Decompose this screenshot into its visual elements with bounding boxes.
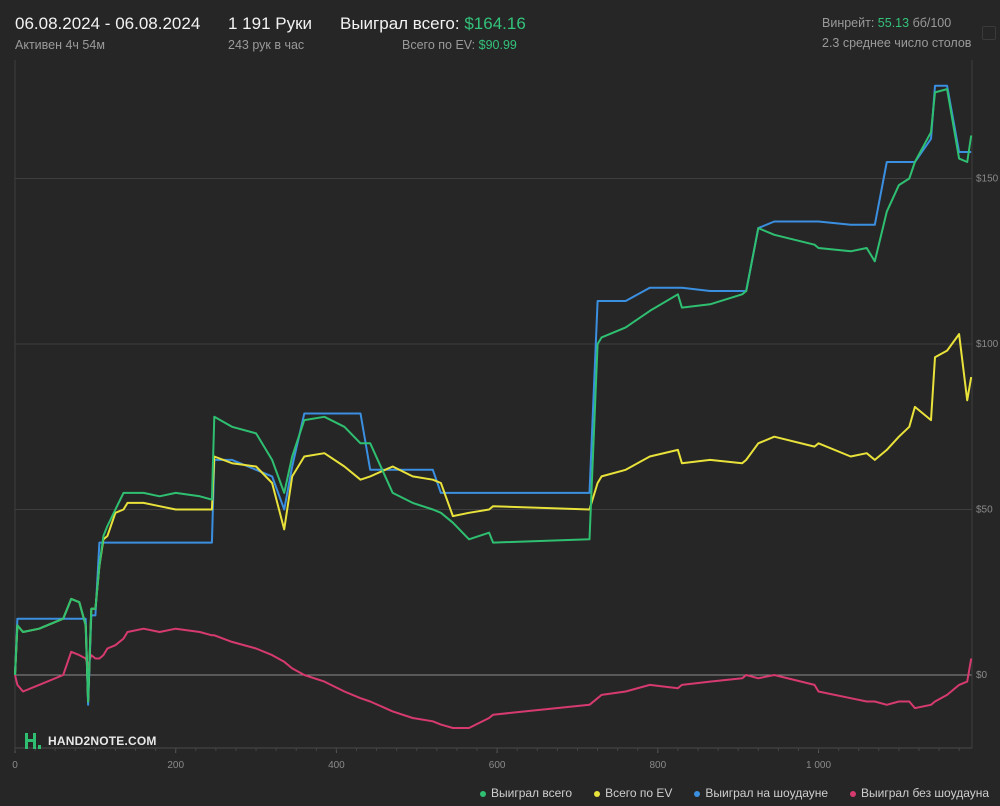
chart-grid xyxy=(14,60,973,749)
y-tick-label: $150 xyxy=(976,174,999,185)
x-tick-label: 600 xyxy=(489,760,506,771)
hand2note-logo: HAND2NOTE.COM xyxy=(24,730,157,752)
hand2note-logo-icon xyxy=(25,733,41,749)
won-total-summary: Выиграл всего: $164.16 xyxy=(340,14,526,34)
corner-widget-icon[interactable] xyxy=(982,26,996,40)
series-line-0 xyxy=(14,88,973,703)
x-tick-label: 400 xyxy=(328,760,345,771)
date-range[interactable]: 06.08.2024 - 06.08.2024 xyxy=(15,14,201,33)
winrate-value: 55.13 xyxy=(877,16,910,30)
hand2note-logo-text: HAND2NOTE.COM xyxy=(48,734,157,748)
legend-item-0[interactable]: Выиграл всего xyxy=(480,786,572,800)
legend-label-3: Выиграл без шоудауна xyxy=(861,786,990,800)
chart-lines xyxy=(14,84,973,729)
avg-tables: 2.3 среднее число столов xyxy=(822,36,972,50)
ev-total-value: $90.99 xyxy=(478,38,517,52)
hands-count: 1 191 Руки xyxy=(228,14,313,33)
active-time: Активен 4ч 54м xyxy=(15,38,105,52)
legend-item-3[interactable]: Выиграл без шоудауна xyxy=(850,786,989,800)
y-tick-label: $50 xyxy=(976,505,993,516)
series-line-2 xyxy=(14,84,972,706)
x-tick-label: 1 000 xyxy=(806,760,831,771)
y-tick-label: $0 xyxy=(976,670,988,681)
series-line-3 xyxy=(14,627,973,729)
x-tick-label: 800 xyxy=(649,760,666,771)
series-line-1 xyxy=(14,333,973,703)
winrate-suffix: бб/100 xyxy=(912,16,952,30)
legend-item-1[interactable]: Всего по EV xyxy=(594,786,672,800)
legend-label-1: Всего по EV xyxy=(605,786,673,800)
hands-per-hour: 243 рук в час xyxy=(228,38,305,52)
x-tick-label: 200 xyxy=(167,760,184,771)
legend-dot-2 xyxy=(694,790,701,797)
ev-total-label: Всего по EV: xyxy=(402,38,476,52)
won-total-label: Выиграл всего: xyxy=(340,14,460,33)
chart-legend: Выиграл всего Всего по EV Выиграл на шоуда… xyxy=(480,786,1000,800)
legend-dot-3 xyxy=(850,790,857,797)
winrate: Винрейт: 55.13 бб/100 xyxy=(822,16,951,30)
legend-dot-1 xyxy=(594,790,601,797)
y-tick-label: $100 xyxy=(976,339,999,350)
winrate-label: Винрейт: xyxy=(822,16,875,30)
legend-label-2: Выиграл на шоудауне xyxy=(705,786,829,800)
legend-item-2[interactable]: Выиграл на шоудауне xyxy=(694,786,828,800)
x-tick-label: 0 xyxy=(12,760,18,771)
won-total-value: $164.16 xyxy=(464,14,526,33)
chart-axes: $0 $50 $100 $150 0 200 400 600 800 1 000 xyxy=(12,174,998,772)
ev-total-summary: Всего по EV: $90.99 xyxy=(402,38,517,52)
stats-header: 06.08.2024 - 06.08.2024 Активен 4ч 54м 1… xyxy=(0,0,1000,60)
legend-label-0: Выиграл всего xyxy=(491,786,573,800)
legend-dot-0 xyxy=(480,790,486,797)
